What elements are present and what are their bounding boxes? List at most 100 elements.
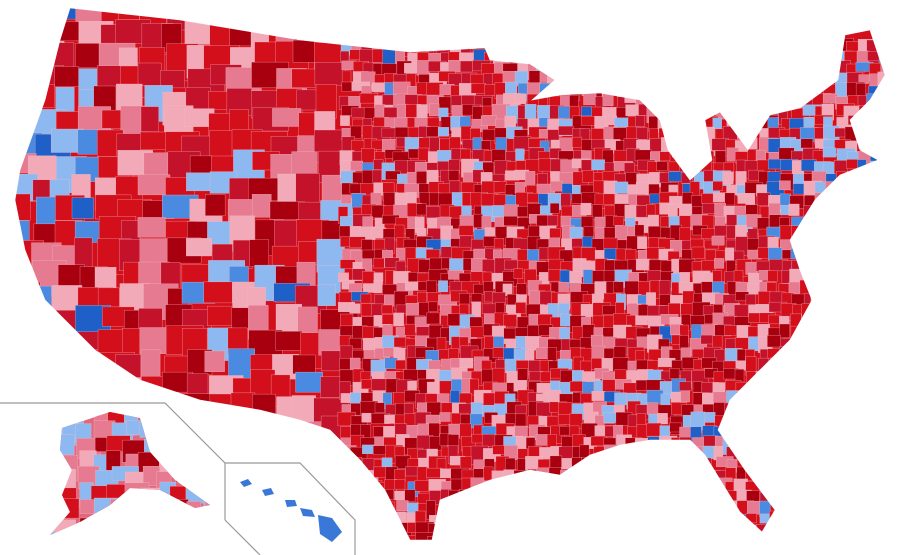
county xyxy=(835,378,846,397)
county xyxy=(778,93,789,110)
county xyxy=(669,523,687,539)
county xyxy=(801,512,812,529)
county xyxy=(801,239,818,250)
county xyxy=(525,37,541,48)
county xyxy=(704,62,715,79)
county xyxy=(712,533,727,540)
county xyxy=(155,412,173,428)
county xyxy=(561,481,577,493)
county xyxy=(680,514,694,532)
county xyxy=(877,280,885,294)
county xyxy=(836,335,850,350)
county xyxy=(250,369,276,397)
county xyxy=(505,535,520,540)
county xyxy=(15,108,34,127)
county xyxy=(15,282,41,311)
county xyxy=(736,391,749,406)
county xyxy=(440,501,454,519)
county xyxy=(526,478,546,495)
county xyxy=(767,447,783,458)
county xyxy=(725,514,744,531)
county xyxy=(680,457,697,468)
county xyxy=(701,457,712,474)
county xyxy=(635,478,648,489)
county xyxy=(680,62,699,81)
county xyxy=(770,436,785,446)
county xyxy=(648,492,661,508)
county xyxy=(692,523,709,538)
county xyxy=(528,225,540,238)
county xyxy=(781,73,799,89)
county xyxy=(759,413,772,424)
county xyxy=(159,423,177,449)
county xyxy=(715,62,732,77)
county xyxy=(856,50,870,63)
county xyxy=(868,292,885,307)
county xyxy=(537,525,551,540)
county xyxy=(756,448,768,461)
county xyxy=(15,68,30,88)
county xyxy=(857,325,869,338)
county xyxy=(814,445,825,459)
county xyxy=(680,107,698,122)
county xyxy=(866,349,880,361)
county xyxy=(15,327,40,346)
county xyxy=(867,51,885,62)
county xyxy=(121,377,143,409)
county xyxy=(615,502,626,517)
county xyxy=(613,536,623,540)
county xyxy=(462,525,480,540)
county xyxy=(768,93,780,110)
county xyxy=(185,481,204,504)
county xyxy=(33,418,54,442)
county xyxy=(57,519,76,535)
county xyxy=(813,349,831,365)
county xyxy=(791,514,809,533)
county xyxy=(582,38,596,57)
county xyxy=(604,525,623,540)
county xyxy=(57,394,78,418)
county xyxy=(203,281,233,304)
county xyxy=(690,63,704,78)
county xyxy=(513,268,524,279)
county xyxy=(538,513,552,530)
county xyxy=(823,348,840,359)
county xyxy=(425,37,444,52)
county xyxy=(822,248,842,260)
county xyxy=(832,457,850,470)
county xyxy=(701,281,715,295)
county xyxy=(669,103,681,115)
county xyxy=(869,393,884,409)
county xyxy=(858,216,875,226)
county xyxy=(561,60,576,80)
county xyxy=(689,151,708,164)
county xyxy=(646,402,658,415)
county xyxy=(374,402,385,413)
county xyxy=(736,422,746,433)
county xyxy=(855,116,870,127)
county xyxy=(416,466,428,483)
county xyxy=(637,74,651,93)
county xyxy=(846,336,861,348)
county xyxy=(880,511,885,525)
county xyxy=(513,490,533,505)
county xyxy=(363,491,379,509)
county xyxy=(833,533,851,540)
county xyxy=(703,150,715,163)
county xyxy=(801,424,818,439)
county xyxy=(715,41,729,55)
county xyxy=(866,522,879,539)
county xyxy=(789,492,801,507)
county xyxy=(592,467,606,485)
county xyxy=(15,8,42,29)
county xyxy=(647,369,664,382)
county xyxy=(473,532,490,540)
county xyxy=(636,524,653,536)
county xyxy=(857,435,872,455)
county xyxy=(769,522,786,534)
county xyxy=(734,103,750,115)
county xyxy=(581,478,595,495)
county xyxy=(459,293,470,306)
county xyxy=(801,456,817,471)
county xyxy=(505,38,525,57)
